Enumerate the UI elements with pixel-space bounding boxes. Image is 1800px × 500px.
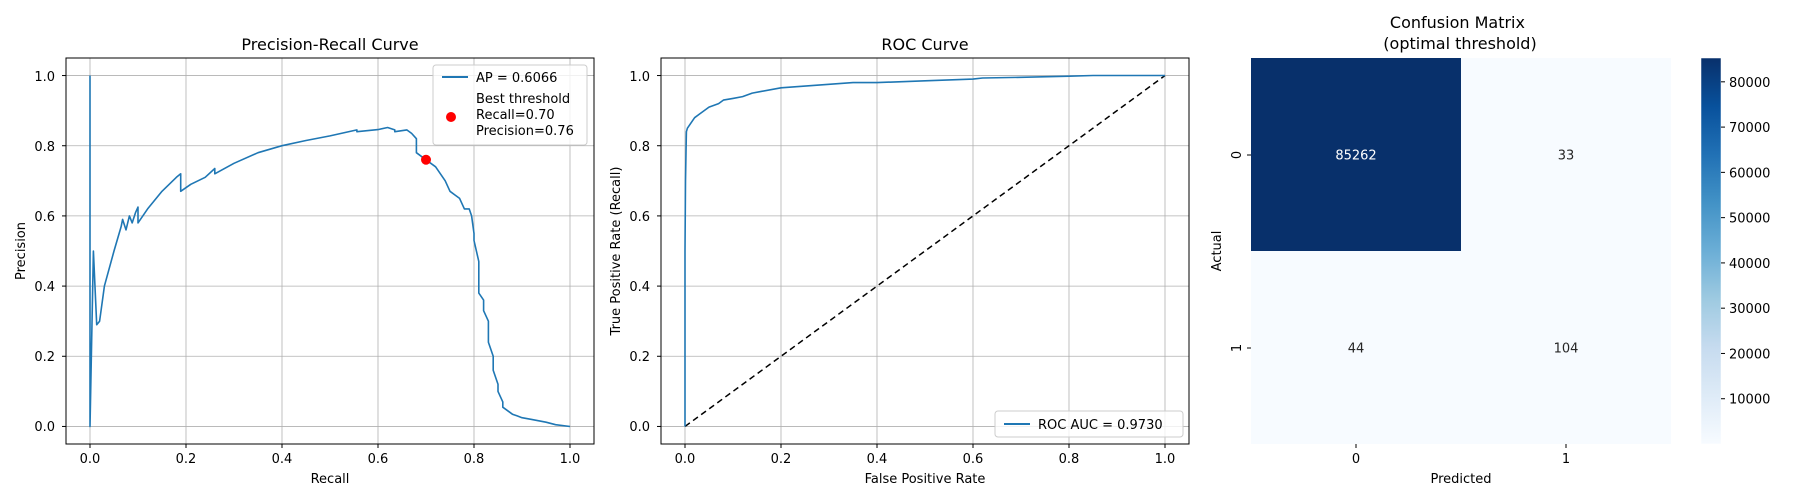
pr-ytick-label: 0.6 [34, 210, 55, 225]
pr-legend-label-best: Best threshold Recall=0.70 Precision=0.7… [476, 92, 574, 139]
pr-xtick-label: 0.2 [176, 452, 197, 467]
pr-y-ticks: 0.0 0.2 0.4 0.6 0.8 1.0 [34, 70, 55, 435]
pr-best-threshold-point [421, 154, 431, 165]
cm-colorbar-tick-label: 70000 [1729, 121, 1770, 136]
pr-ytick-label: 0.2 [34, 350, 55, 365]
pr-y-axis-label: Precision [14, 222, 29, 280]
roc-legend-label: ROC AUC = 0.9730 [1038, 418, 1163, 433]
pr-legend-marker-swatch [446, 112, 456, 122]
roc-diagonal-line [684, 74, 1166, 428]
cm-y-ticks: 0 1 [1230, 151, 1251, 352]
pr-legend: AP = 0.6066 Best threshold Recall=0.70 P… [432, 64, 588, 146]
pr-series-line [89, 75, 571, 428]
cm-cell [1251, 58, 1461, 251]
cm-xtick-label: 0 [1352, 452, 1360, 467]
pr-xtick-label: 0.8 [464, 452, 485, 467]
cm-colorbar-tick-label: 60000 [1729, 166, 1770, 181]
pr-legend-best-line: Precision=0.76 [476, 124, 574, 139]
roc-panel: ROC Curve 0.0 0.2 0.4 0.6 0.8 1.0 0.0 0.… [609, 35, 1190, 487]
roc-ytick-label: 0.8 [629, 140, 650, 155]
cm-cell [1251, 251, 1461, 444]
cm-ytick-label: 0 [1230, 151, 1245, 159]
cm-cell-value: 33 [1558, 149, 1575, 164]
roc-xtick-label: 1.0 [1155, 452, 1176, 467]
cm-colorbar-tick-label: 20000 [1729, 347, 1770, 362]
pr-legend-label-ap: AP = 0.6066 [476, 71, 557, 86]
roc-x-axis-label: False Positive Rate [865, 472, 986, 487]
cm-ytick-label: 1 [1230, 344, 1245, 352]
roc-ytick-label: 0.2 [629, 350, 650, 365]
cm-cell [1461, 58, 1671, 251]
roc-xtick-label: 0.0 [675, 452, 696, 467]
roc-title: ROC Curve [881, 35, 968, 54]
pr-panel: Precision-Recall Curve 0.0 0.2 0.4 0.6 0… [14, 35, 595, 487]
cm-title-line: (optimal threshold) [1383, 34, 1536, 53]
cm-colorbar-tick-label: 80000 [1729, 76, 1770, 91]
pr-xtick-label: 0.0 [80, 452, 101, 467]
cm-cell-value: 85262 [1335, 149, 1376, 164]
cm-colorbar-tick-label: 30000 [1729, 302, 1770, 317]
cm-colorbar-ticks: 10000 20000 30000 40000 50000 60000 70000 80000 [1721, 76, 1770, 408]
roc-axes-frame [660, 57, 1190, 445]
cm-colorbar-tick-label: 10000 [1729, 393, 1770, 408]
roc-ytick-label: 0.6 [629, 210, 650, 225]
cm-colorbar-tick-label: 50000 [1729, 212, 1770, 227]
roc-xtick-label: 0.4 [867, 452, 888, 467]
pr-xtick-label: 0.4 [272, 452, 293, 467]
cm-x-axis-label: Predicted [1430, 472, 1491, 487]
roc-x-ticks: 0.0 0.2 0.4 0.6 0.8 1.0 [675, 452, 1176, 467]
pr-ytick-label: 1.0 [34, 70, 55, 85]
cm-title: Confusion Matrix (optimal threshold) [1383, 13, 1536, 53]
roc-ytick-label: 0.4 [629, 280, 650, 295]
roc-y-axis-label: True Positive Rate (Recall) [609, 167, 624, 337]
cm-cells: 85262 33 44 104 [1251, 58, 1671, 444]
roc-ytick-label: 0.0 [629, 420, 650, 435]
roc-series-line [684, 74, 1165, 427]
roc-ytick-label: 1.0 [629, 70, 650, 85]
pr-plot [89, 75, 571, 428]
pr-xtick-label: 1.0 [560, 452, 581, 467]
cm-cell [1461, 251, 1671, 444]
cm-colorbar: 10000 20000 30000 40000 50000 60000 70000 80000 [1700, 57, 1770, 445]
pr-legend-best-line: Recall=0.70 [476, 108, 555, 123]
pr-axes-frame [65, 57, 595, 445]
pr-legend-best-line: Best threshold [476, 92, 570, 107]
roc-plot [684, 74, 1166, 428]
cm-cell-value: 44 [1348, 342, 1365, 357]
pr-title: Precision-Recall Curve [241, 35, 418, 54]
cm-colorbar-frame [1700, 57, 1722, 445]
cm-title-line: Confusion Matrix [1390, 13, 1525, 32]
pr-ytick-label: 0.0 [34, 420, 55, 435]
roc-legend-box [994, 410, 1184, 438]
cm-colorbar-tick-label: 40000 [1729, 257, 1770, 272]
roc-xtick-label: 0.6 [963, 452, 984, 467]
roc-y-ticks: 0.0 0.2 0.4 0.6 0.8 1.0 [629, 70, 650, 435]
cm-panel: Confusion Matrix (optimal threshold) 852… [1210, 13, 1770, 487]
cm-x-ticks: 0 1 [1352, 444, 1570, 467]
roc-xtick-label: 0.2 [771, 452, 792, 467]
pr-x-axis-label: Recall [311, 472, 350, 487]
cm-cell-value: 104 [1554, 342, 1579, 357]
roc-xtick-label: 0.8 [1059, 452, 1080, 467]
pr-ytick-label: 0.4 [34, 280, 55, 295]
cm-y-axis-label: Actual [1210, 231, 1225, 272]
pr-ytick-label: 0.8 [34, 140, 55, 155]
pr-xtick-label: 0.6 [368, 452, 389, 467]
cm-xtick-label: 1 [1562, 452, 1570, 467]
roc-legend: ROC AUC = 0.9730 [994, 410, 1184, 438]
pr-x-ticks: 0.0 0.2 0.4 0.6 0.8 1.0 [80, 452, 581, 467]
cm-colorbar-gradient [1701, 58, 1721, 444]
pr-legend-box [432, 64, 588, 146]
